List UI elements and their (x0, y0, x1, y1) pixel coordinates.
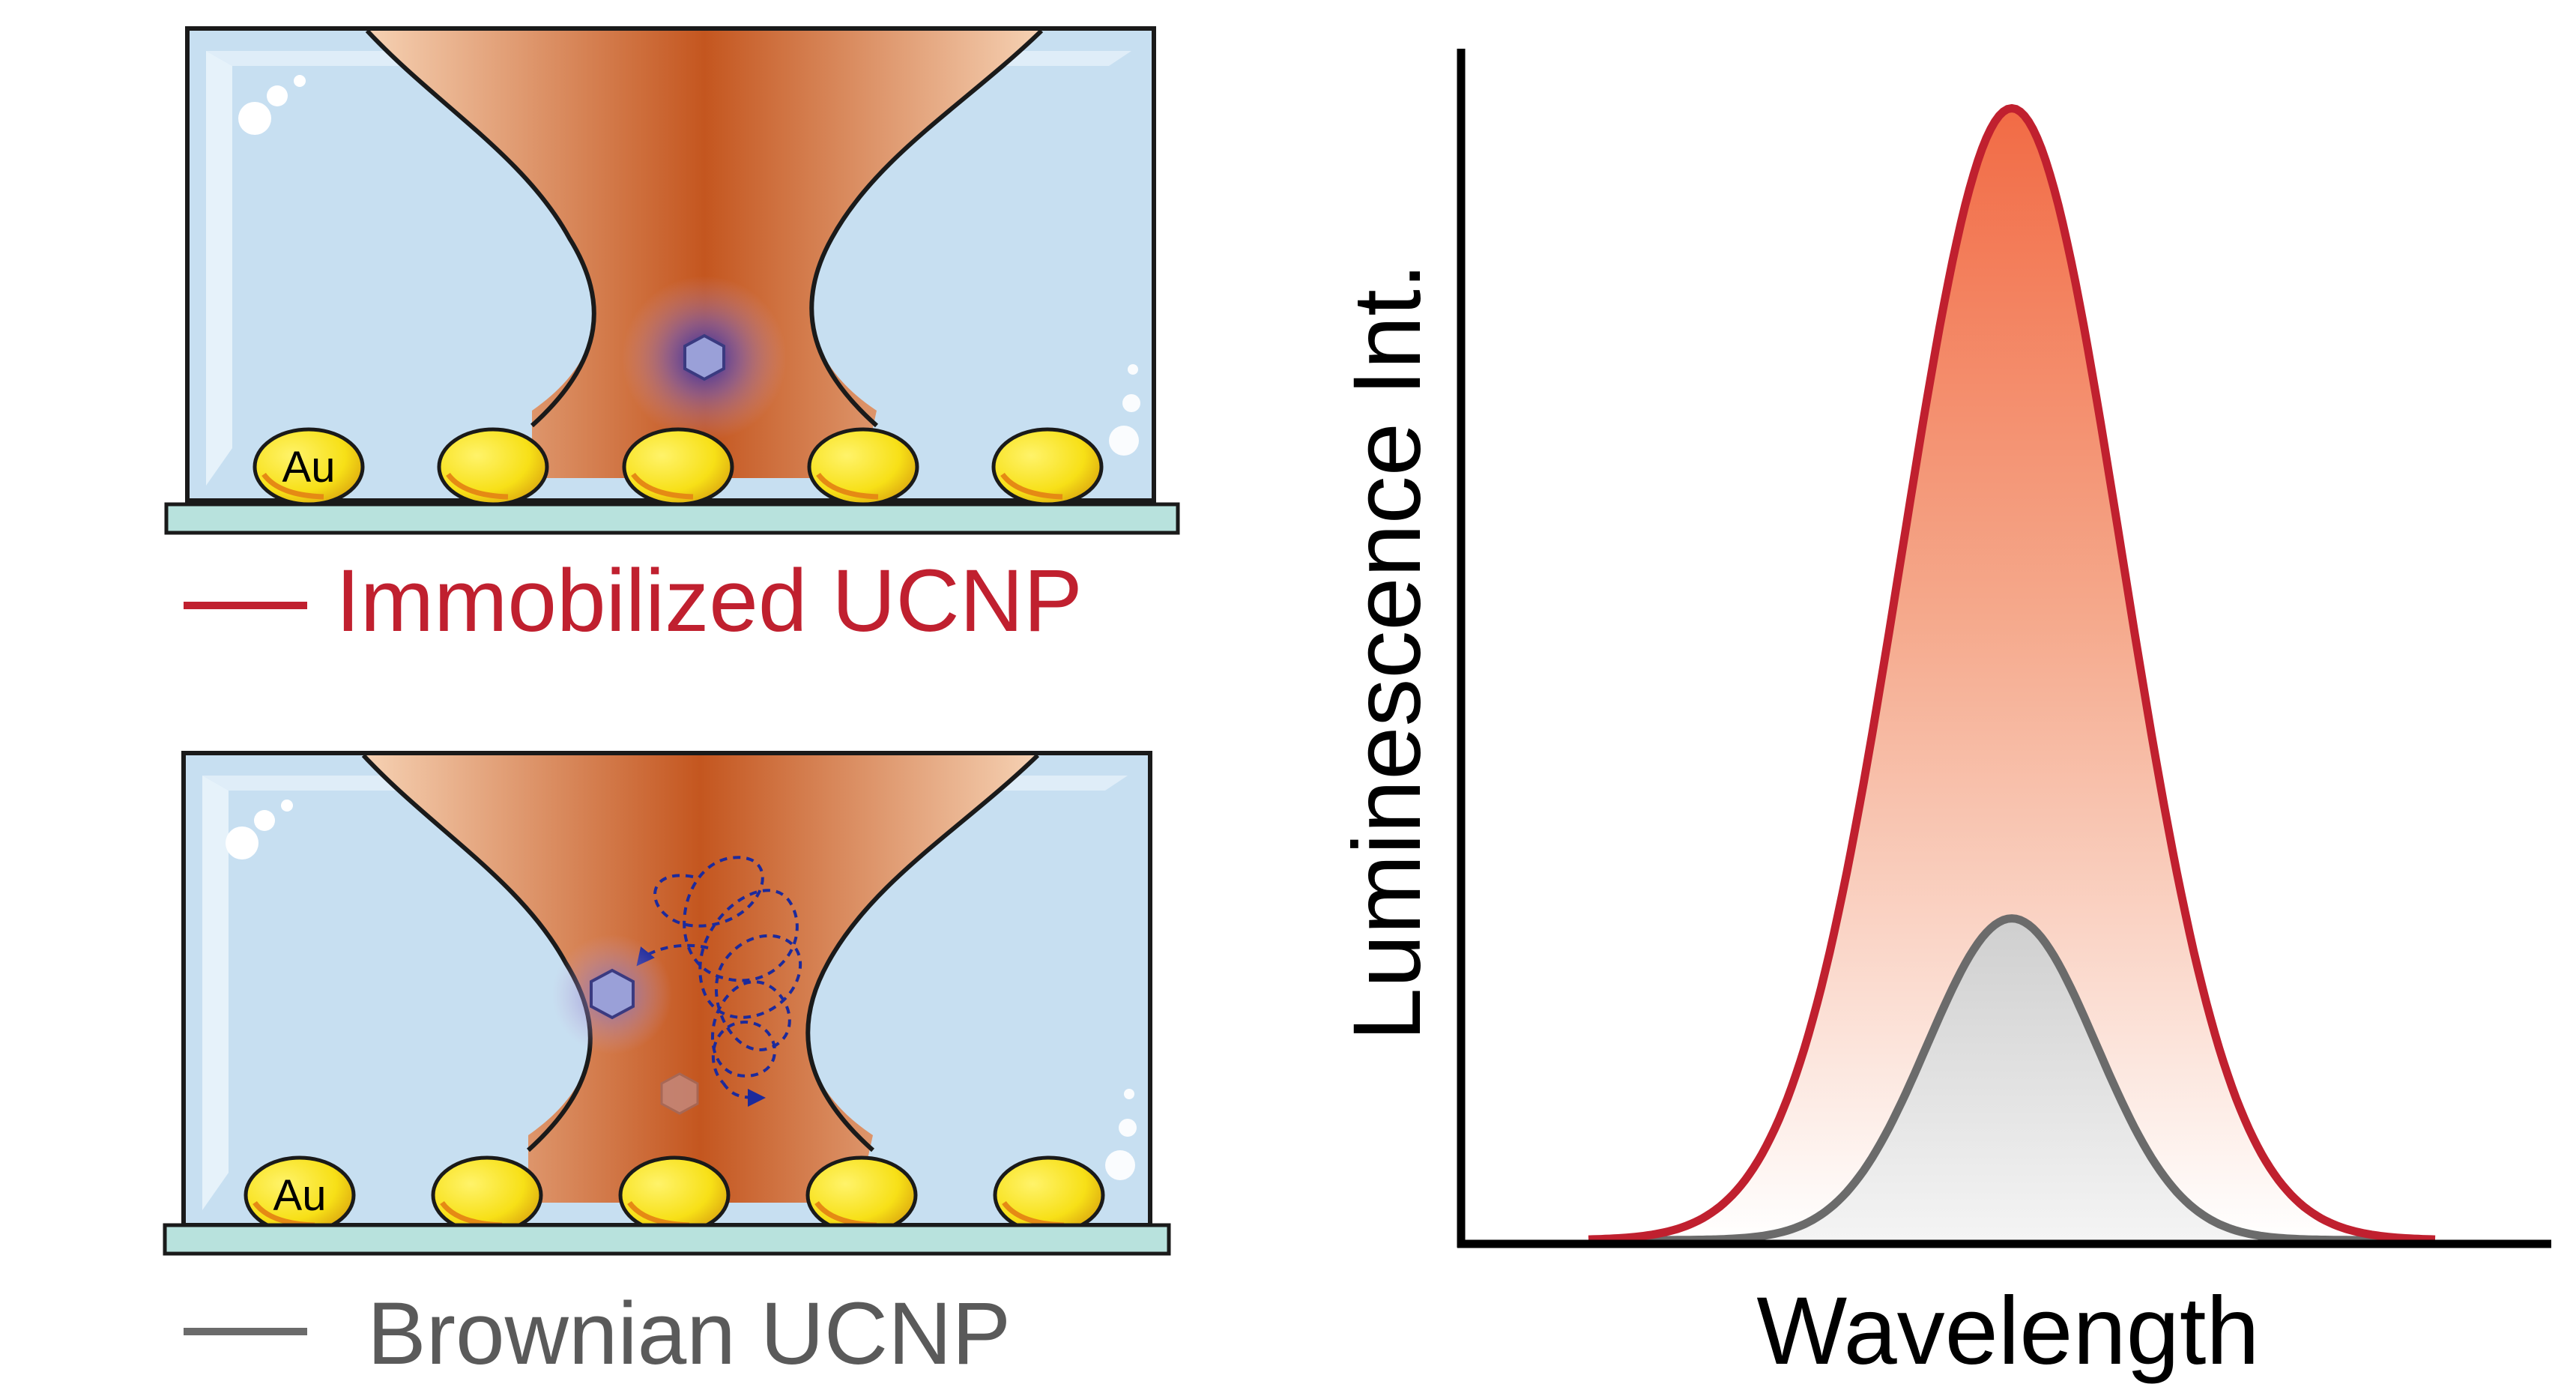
legend-brownian: Brownian UCNP (367, 1284, 1011, 1383)
bubble (1124, 1089, 1134, 1099)
series-area-brownian (1588, 918, 2435, 1240)
legend-immobilized: Immobilized UCNP (336, 552, 1083, 650)
gold-nanoparticle (995, 1158, 1103, 1233)
bubble (1105, 1150, 1135, 1180)
gold-label: Au (273, 1171, 327, 1220)
bubble (1109, 426, 1139, 456)
ucnp-particle (683, 333, 725, 381)
panel-brownian: Au (163, 751, 1171, 1256)
bubble (1119, 1119, 1137, 1137)
bubble (238, 102, 271, 135)
bubble (226, 827, 258, 859)
gold-nanoparticle (439, 429, 547, 504)
gold-nanoparticle (994, 429, 1101, 504)
panel-immobilized: Au (164, 26, 1180, 535)
substrate (163, 1223, 1171, 1256)
ucnp-particle-faded (660, 1072, 699, 1115)
series-area-immobilized (1588, 108, 2435, 1240)
bubble (281, 800, 293, 812)
x-axis-label: Wavelength (1756, 1278, 2259, 1385)
gold-nanoparticle (809, 429, 917, 504)
y-axis-label: Luminescence Int. (1334, 263, 1441, 1042)
series-line-brownian (1588, 914, 2435, 1245)
bubble (1122, 394, 1140, 412)
gold-nanoparticle (624, 429, 732, 504)
brownian-trajectory (653, 856, 802, 1084)
laser-beam (367, 31, 1041, 478)
ucnp-particle (590, 968, 635, 1020)
gold-nanoparticle (620, 1158, 728, 1233)
bubble (254, 810, 275, 831)
gold-nanoparticle (433, 1158, 541, 1233)
spectrum-chart: Wavelength Luminescence Int. (1334, 49, 2551, 1385)
bubble (267, 85, 288, 106)
substrate (164, 502, 1180, 535)
bubble (1128, 364, 1138, 375)
bubble (294, 75, 306, 87)
gold-nanoparticle (808, 1158, 916, 1233)
gold-label: Au (282, 443, 336, 492)
series-line-immobilized (1588, 103, 2436, 1244)
